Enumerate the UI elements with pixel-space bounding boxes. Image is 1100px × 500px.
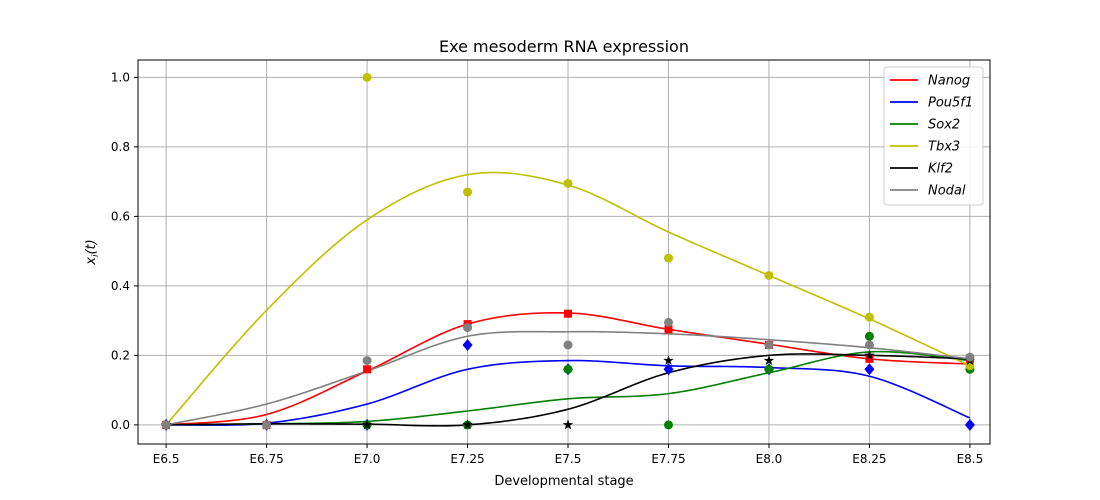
data-point-sox2 — [563, 364, 573, 374]
chart-title: Exe mesoderm RNA expression — [439, 37, 689, 56]
data-point-nodal — [663, 317, 673, 327]
data-point-nanog — [664, 325, 673, 334]
data-point-tbx3 — [463, 187, 473, 197]
legend-label-pou5f1: Pou5f1 — [928, 96, 973, 111]
x-tick-label: E8.25 — [852, 452, 886, 466]
data-point-nodal — [764, 340, 774, 350]
y-tick-label: 1.0 — [111, 70, 130, 84]
y-axis-label-group: xi(t) — [84, 239, 101, 265]
data-point-klf2 — [562, 419, 574, 430]
series-line-nodal — [165, 330, 970, 426]
data-point-tbx3 — [764, 270, 774, 280]
plot-frame — [137, 59, 991, 445]
x-tick-label: E8.0 — [756, 452, 783, 466]
data-point-klf2 — [462, 419, 473, 430]
data-point-tbx3 — [362, 72, 372, 82]
y-tick-label: 0.6 — [111, 209, 130, 223]
y-tick-label: 0.8 — [111, 140, 130, 154]
data-point-nanog — [363, 365, 372, 374]
x-tick-label: E8.5 — [957, 452, 984, 466]
legend-label-nodal: Nodal — [928, 184, 966, 199]
legend-label-tbx3: Tbx3 — [928, 140, 960, 155]
data-point-nodal — [262, 420, 272, 430]
data-point-nodal — [864, 340, 874, 350]
data-point-klf2 — [361, 419, 373, 430]
data-point-sox2 — [663, 420, 673, 430]
data-point-nodal — [965, 352, 975, 362]
series-line-pou5f1 — [166, 359, 971, 427]
data-point-nanog — [564, 309, 573, 318]
marker-layer — [160, 72, 976, 431]
x-tick-label: E6.75 — [249, 452, 283, 466]
x-tick-label: E7.25 — [450, 452, 484, 466]
data-point-tbx3 — [663, 253, 673, 263]
x-tick-label: E7.75 — [651, 452, 685, 466]
data-point-nanog — [865, 354, 874, 363]
x-axis-label: Developmental stage — [494, 474, 633, 489]
legend-label-sox2: Sox2 — [928, 118, 960, 133]
data-point-klf2 — [864, 349, 875, 360]
data-point-pou5f1 — [663, 363, 674, 376]
x-tick-label: E7.5 — [555, 452, 582, 466]
x-tick-label: E6.5 — [153, 452, 180, 466]
data-point-nodal — [362, 356, 372, 366]
data-point-sox2 — [764, 364, 774, 374]
legend: Nanog Pou5f1 Sox2 Tbx3 Klf2 Nodal — [883, 66, 984, 206]
data-point-tbx3 — [864, 312, 874, 322]
data-point-tbx3 — [563, 178, 573, 188]
y-tick-label: 0.4 — [111, 279, 130, 293]
data-point-nodal — [463, 323, 473, 333]
legend-label-nanog: Nanog — [928, 74, 970, 89]
data-point-pou5f1 — [964, 418, 975, 431]
series-line-klf2 — [166, 353, 970, 427]
y-tick-label: 0.0 — [111, 418, 130, 432]
tick-layer: E6.5 E6.75 E7.0 E7.25 E7.5 E7.75 E8.0 E8.25 E8.5… — [111, 70, 983, 466]
legend-label-klf2: Klf2 — [928, 162, 953, 177]
grid-layer — [138, 60, 990, 444]
x-tick-label: E7.0 — [354, 452, 381, 466]
data-point-klf2 — [763, 355, 775, 366]
data-point-sox2 — [864, 331, 874, 341]
y-axis-label: xi(t) — [84, 239, 101, 265]
data-point-pou5f1 — [864, 363, 875, 376]
data-point-nodal — [161, 420, 171, 430]
data-point-pou5f1 — [462, 338, 473, 351]
y-tick-label: 0.2 — [111, 348, 130, 362]
data-point-klf2 — [663, 355, 674, 366]
data-point-nodal — [563, 340, 573, 350]
